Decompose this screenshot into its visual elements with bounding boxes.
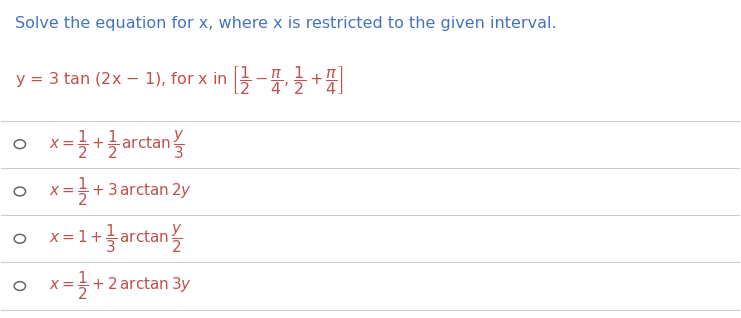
Text: y = 3 tan (2x $-$ 1), for x in $\left[\dfrac{1}{2} - \dfrac{\pi}{4},\, \dfrac{1}: y = 3 tan (2x $-$ 1), for x in $\left[\d… [15,65,344,97]
Text: $x = \dfrac{1}{2} + \dfrac{1}{2}\,\mathrm{arctan}\,\dfrac{y}{3}$: $x = \dfrac{1}{2} + \dfrac{1}{2}\,\mathr… [50,128,185,161]
Text: Solve the equation for x, where x is restricted to the given interval.: Solve the equation for x, where x is res… [15,16,556,31]
Text: $x = 1 + \dfrac{1}{3}\,\mathrm{arctan}\,\dfrac{y}{2}$: $x = 1 + \dfrac{1}{3}\,\mathrm{arctan}\,… [50,222,183,255]
Text: $x = \dfrac{1}{2} + 2\,\mathrm{arctan}\,3y$: $x = \dfrac{1}{2} + 2\,\mathrm{arctan}\,… [50,270,193,302]
Text: $x = \dfrac{1}{2} + 3\,\mathrm{arctan}\,2y$: $x = \dfrac{1}{2} + 3\,\mathrm{arctan}\,… [50,175,193,208]
